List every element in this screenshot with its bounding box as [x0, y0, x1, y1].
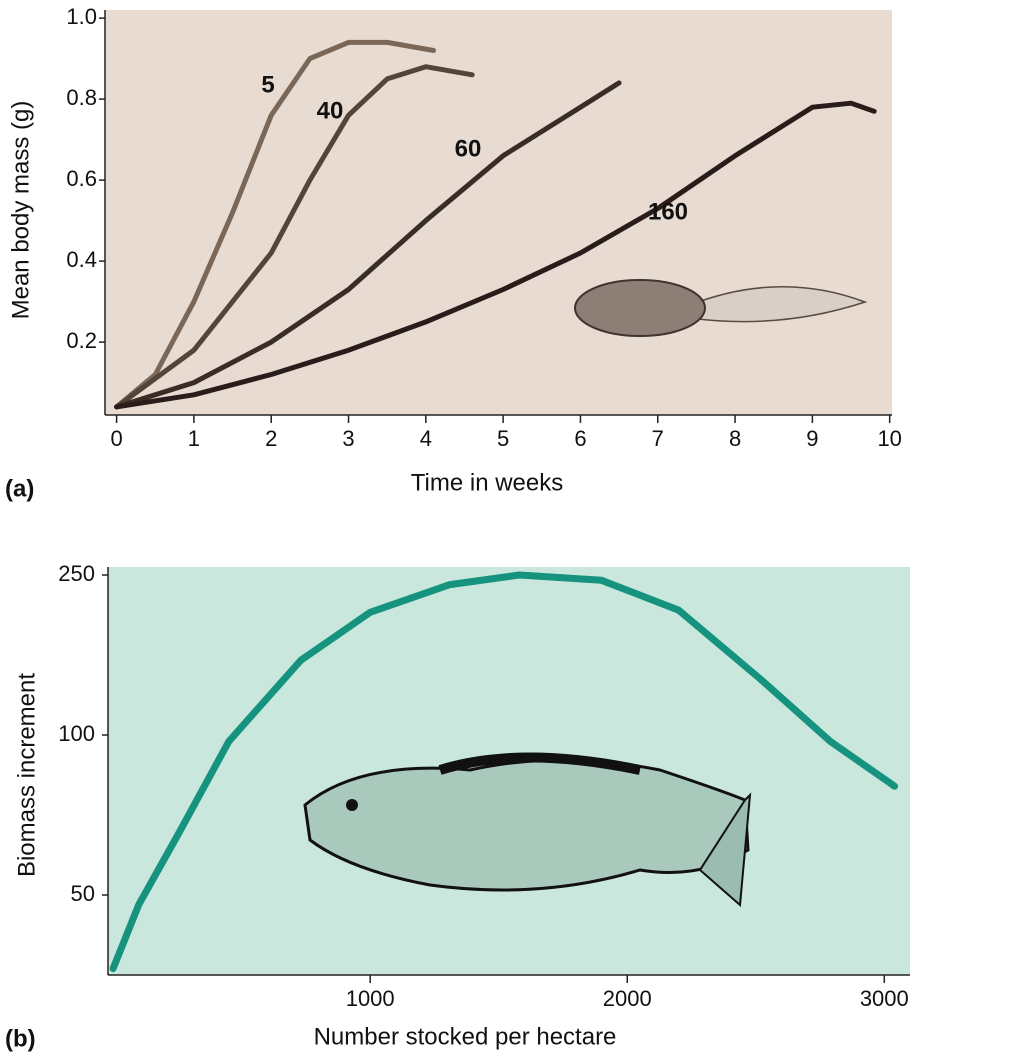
tadpole — [574, 279, 868, 337]
x-tick-label: 1 — [188, 426, 200, 451]
panel-label: (b) — [5, 1025, 36, 1052]
fish — [303, 752, 752, 908]
x-tick-label: 6 — [574, 426, 586, 451]
line-series — [109, 571, 899, 973]
x-tick-label: 3 — [342, 426, 354, 451]
curve-label: 160 — [648, 198, 688, 225]
x-tick-label: 3000 — [860, 986, 909, 1011]
x-axis-title: Number stocked per hectare — [314, 1023, 617, 1050]
curve-label: 40 — [317, 97, 344, 124]
x-tick-label: 8 — [729, 426, 741, 451]
y-tick-label: 0.6 — [66, 166, 97, 191]
panel-label: (a) — [5, 475, 34, 502]
x-tick-label: 2 — [265, 426, 277, 451]
y-tick-label: 1.0 — [66, 4, 97, 29]
x-tick-label: 9 — [806, 426, 818, 451]
curve-label: 5 — [261, 71, 274, 98]
x-tick-label: 2000 — [603, 986, 652, 1011]
x-tick-label: 7 — [652, 426, 664, 451]
x-tick-label: 10 — [877, 426, 901, 451]
illustrations — [303, 279, 868, 908]
y-tick-label: 100 — [58, 721, 95, 746]
line-series — [114, 39, 437, 410]
x-axis-title: Time in weeks — [411, 469, 563, 496]
y-tick-label: 0.2 — [66, 328, 97, 353]
x-tick-label: 4 — [420, 426, 432, 451]
y-tick-label: 0.4 — [66, 247, 97, 272]
y-axis-title: Mean body mass (g) — [7, 101, 34, 320]
x-tick-label: 1000 — [346, 986, 395, 1011]
plot-background — [105, 10, 892, 415]
curve-label: 60 — [455, 135, 482, 162]
y-tick-label: 0.8 — [66, 85, 97, 110]
y-tick-label: 50 — [71, 881, 95, 906]
line-series — [114, 64, 475, 410]
y-tick-label: 250 — [58, 561, 95, 586]
y-axis-title: Biomass increment — [13, 673, 40, 877]
line-series — [114, 100, 877, 410]
x-tick-label: 0 — [110, 426, 122, 451]
x-tick-label: 5 — [497, 426, 509, 451]
line-series — [114, 80, 622, 410]
